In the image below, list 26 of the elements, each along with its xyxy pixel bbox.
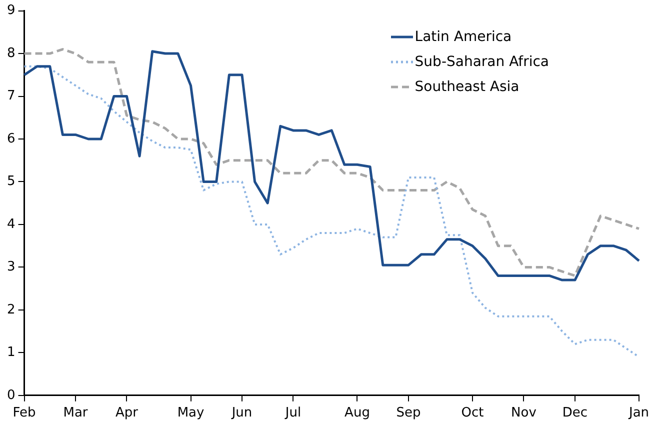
legend-label: Sub-Saharan Africa <box>414 52 549 72</box>
line-series <box>23 65 640 358</box>
x-tick-label: Feb <box>12 406 36 421</box>
y-tick-label: 6 <box>6 131 16 146</box>
legend-label: Southeast Asia <box>414 78 520 97</box>
x-tick-label: May <box>177 406 204 421</box>
y-tick-label: 0 <box>6 388 16 403</box>
legend-label: Latin America <box>414 28 512 47</box>
x-tick-label: Jan <box>628 406 650 421</box>
x-tick-label: Aug <box>344 406 370 421</box>
y-tick-label: 4 <box>6 216 16 232</box>
x-tick-label: Jul <box>284 406 302 421</box>
x-tick-label: Oct <box>461 406 484 421</box>
y-tick-label: 3 <box>6 260 16 275</box>
y-tick-label: 8 <box>6 46 16 61</box>
x-tick-label: Jun <box>230 406 252 421</box>
x-tick-label: Sep <box>396 406 421 421</box>
x-tick-label: Apr <box>115 406 139 421</box>
y-tick-label: 2 <box>6 302 16 318</box>
y-tick-label: 5 <box>6 174 16 190</box>
x-tick-label: Dec <box>562 406 588 421</box>
y-tick-label: 7 <box>6 88 16 104</box>
x-tick-label: Nov <box>511 406 537 421</box>
x-tick-label: Mar <box>63 406 88 421</box>
y-tick-label: 9 <box>6 3 16 18</box>
y-tick-label: 1 <box>6 345 16 360</box>
